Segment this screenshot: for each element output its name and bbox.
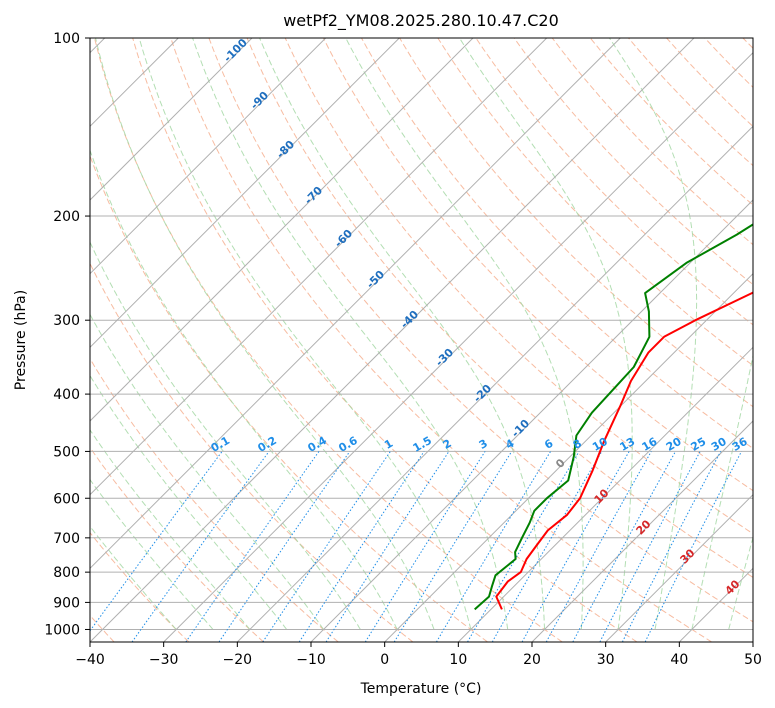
y-axis-label: Pressure (hPa) [13, 290, 29, 390]
moist-adiabat-line [90, 374, 288, 630]
moist-adiabat-line [90, 478, 214, 630]
mixing-ratio-line [621, 451, 722, 642]
moist-adiabat-line [259, 38, 545, 630]
dry-adiabat-line [399, 38, 753, 408]
mixing-ratio-line [545, 451, 652, 642]
mixing-ratio-line [364, 451, 486, 642]
mixing-ratio-line [325, 451, 450, 642]
mixing-ratio-line [644, 451, 742, 642]
isotherm-gridline [457, 346, 753, 642]
isotherm-gridline [384, 272, 753, 642]
y-tick-label: 100 [53, 31, 80, 47]
y-tick-label: 400 [53, 387, 80, 403]
isotherm-gridline [90, 38, 400, 349]
x-axis-label: Temperature (°C) [360, 681, 482, 697]
isotherm-gridline [236, 125, 753, 642]
mixing-ratio-line [599, 451, 701, 642]
isotherm-gridline [90, 38, 253, 201]
chart-title: wetPf2_YM08.2025.280.10.47.C20 [283, 11, 559, 31]
mixing-ratio-line [131, 451, 270, 642]
axis-ticks: −40 −30 −20 −10 0 10 20 30 40 50 100 200 300 400 500 60… [44, 31, 762, 668]
x-tick-label: −20 [223, 652, 253, 668]
isotherm-gridline [163, 51, 753, 642]
dry-adiabat-line [513, 38, 753, 286]
y-tick-label: 700 [53, 531, 80, 547]
dry-adiabat-line [284, 38, 753, 535]
y-tick-label: 300 [53, 313, 80, 329]
moist-adiabat-line [95, 38, 435, 630]
x-tick-label: −30 [149, 652, 179, 668]
temperature-profile-line [495, 291, 753, 610]
x-tick-label: 10 [449, 652, 467, 668]
moist-adiabat-line [691, 353, 753, 630]
x-tick-label: −40 [75, 652, 105, 668]
x-tick-label: 20 [523, 652, 541, 668]
isotherm-gridline [605, 493, 753, 642]
y-tick-label: 900 [53, 595, 80, 611]
y-tick-label: 200 [53, 209, 80, 225]
dry-adiabat-line [90, 531, 190, 642]
background-lines [90, 38, 753, 642]
moist-adiabat-line [90, 525, 177, 630]
mixing-ratio-line [298, 451, 425, 642]
moist-adiabat-line [608, 38, 698, 630]
mixing-ratio-line [185, 451, 320, 642]
dry-adiabat-line [361, 38, 753, 449]
y-tick-label: 800 [53, 565, 80, 581]
y-tick-label: 500 [53, 444, 80, 460]
mixing-ratio-line [393, 451, 513, 642]
moist-adiabat-line [345, 38, 584, 630]
mixing-ratio-line [90, 451, 223, 632]
x-tick-label: 50 [744, 652, 762, 668]
mixing-ratio-line [262, 451, 391, 642]
profile-series [474, 223, 753, 611]
dry-adiabat-line [246, 38, 753, 578]
x-tick-label: −10 [296, 652, 326, 668]
dry-adiabat-line [90, 154, 488, 642]
dry-adiabat-line [170, 38, 712, 642]
dry-adiabat-line [437, 38, 753, 367]
x-tick-label: 30 [597, 652, 615, 668]
isotherm-gridline [90, 38, 474, 422]
mixing-ratio-line [521, 451, 630, 642]
x-tick-label: 40 [670, 652, 688, 668]
plot-frame [89, 37, 754, 643]
moist-adiabat-line [192, 38, 509, 630]
x-tick-label: 0 [380, 652, 389, 668]
moist-adiabat-line [90, 149, 398, 630]
isotherm-gridline [90, 38, 327, 275]
moist-adiabat-line [90, 429, 251, 630]
dewpoint-profile-line [474, 223, 753, 611]
y-tick-label: 1000 [44, 622, 80, 638]
isotherm-gridline [310, 199, 753, 642]
isotherm-gridline [90, 38, 548, 496]
isotherm-gridline [90, 38, 695, 642]
dry-adiabat-line [90, 446, 264, 642]
isotherm-gridline [531, 420, 753, 642]
dry-adiabat-line [132, 38, 638, 642]
isotherm-gridline [90, 38, 621, 570]
mixing-ratio-line [218, 451, 351, 642]
dry-adiabat-line [94, 38, 563, 642]
y-tick-label: 600 [53, 491, 80, 507]
mixing-ratio-line [435, 451, 552, 642]
mixing-ratio-line [572, 451, 676, 642]
moist-adiabat-line [90, 241, 361, 630]
